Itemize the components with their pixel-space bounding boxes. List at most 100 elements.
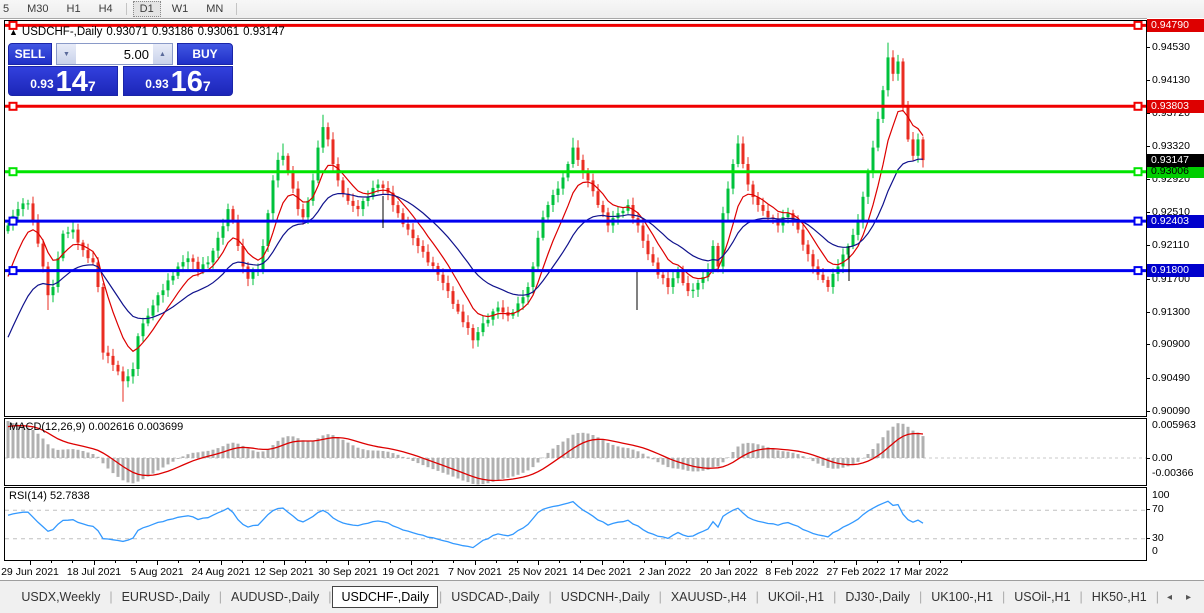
date-label: 7 Nov 2021	[448, 566, 502, 578]
volume-input[interactable]	[76, 44, 153, 64]
timeframe-button-w1[interactable]: W1	[171, 3, 189, 15]
chart-tab-audusd-[interactable]: AUDUSD-,Daily	[231, 590, 320, 604]
date-minor-tick	[707, 561, 708, 563]
date-label: 14 Dec 2021	[572, 566, 632, 578]
date-minor-tick	[580, 561, 581, 563]
sell-button[interactable]: SELL	[8, 43, 52, 65]
price-tick-mark	[1147, 47, 1150, 48]
date-tick-mark	[30, 561, 31, 565]
macd-panel[interactable]	[4, 418, 1147, 486]
date-tick-mark	[284, 561, 285, 565]
date-minor-tick	[432, 561, 433, 563]
price-tick-label: 0.92110	[1152, 239, 1190, 251]
chart-tab-dj30-[interactable]: DJ30-,Daily	[845, 590, 910, 604]
date-label: 25 Nov 2021	[508, 566, 568, 578]
date-label: 18 Jul 2021	[66, 566, 122, 578]
tab-scroll-right-icon[interactable]: ▸	[1185, 591, 1191, 603]
level-price-badge: 0.93803	[1147, 100, 1204, 113]
volume-decrease-button[interactable]: ▼	[57, 44, 76, 64]
rsi-panel[interactable]	[4, 487, 1147, 561]
sell-price-button[interactable]: 0.93 14 7	[8, 66, 118, 97]
date-minor-tick	[834, 561, 835, 563]
collapse-triangle-icon[interactable]: ▲	[9, 27, 18, 37]
date-tick-mark	[221, 561, 222, 565]
date-minor-tick	[517, 561, 518, 563]
timeframe-button-m30[interactable]: M30	[27, 3, 49, 15]
rsi-axis-0: 0	[1152, 545, 1158, 557]
timeframe-button-h4[interactable]: H4	[98, 3, 113, 15]
date-tick-mark	[538, 561, 539, 565]
level-price-badge: 0.94790	[1147, 19, 1204, 32]
rsi-canvas[interactable]	[5, 488, 1146, 560]
date-minor-tick	[115, 561, 116, 563]
chart-symbol-label: USDCHF-,Daily	[21, 26, 103, 38]
toolbar-separator	[236, 3, 238, 15]
timeframe-toolbar: 5 M30 H1 H4 D1 W1 MN	[0, 0, 1204, 19]
date-minor-tick	[51, 561, 52, 563]
date-tick-mark	[602, 561, 603, 565]
tab-separator: |	[1002, 590, 1006, 604]
date-tick-mark	[729, 561, 730, 565]
chart-tab-usdcad-[interactable]: USDCAD-,Daily	[451, 590, 540, 604]
chart-tab-hk50-[interactable]: HK50-,H1	[1091, 590, 1147, 604]
price-tick-mark	[1147, 279, 1150, 280]
price-tick-mark	[1147, 146, 1150, 147]
date-tick-mark	[665, 561, 666, 565]
tab-separator: |	[833, 590, 837, 604]
price-tick-mark	[1147, 113, 1150, 114]
date-tick-mark	[856, 561, 857, 565]
date-tick-mark	[157, 561, 158, 565]
volume-increase-button[interactable]: ▲	[153, 44, 172, 64]
date-minor-tick	[771, 561, 772, 563]
rsi-tick-mark	[1147, 538, 1150, 539]
chart-tab-usdx[interactable]: USDX,Weekly	[21, 590, 101, 604]
rsi-axis-70: 70	[1152, 503, 1164, 515]
tab-separator: |	[658, 590, 662, 604]
buy-price-button[interactable]: 0.93 16 7	[123, 66, 233, 97]
tab-scroll-left-icon[interactable]: ◂	[1166, 591, 1172, 603]
main-chart-canvas[interactable]	[5, 21, 1146, 416]
toolbar-separator	[125, 3, 127, 15]
price-tick-mark	[1147, 378, 1150, 379]
buy-button[interactable]: BUY	[177, 43, 233, 65]
sell-price-prefix: 0.93	[30, 77, 54, 91]
timeframe-button-h1[interactable]: H1	[66, 3, 81, 15]
current-price-badge: 0.93147	[1147, 154, 1204, 167]
tab-scroll-arrows: ◂ ▸	[1160, 590, 1198, 605]
sell-price-pip: 7	[87, 78, 96, 94]
date-axis[interactable]: 29 Jun 2021 18 Jul 2021 5 Aug 2021 24 Aug 2…	[1, 561, 1147, 580]
price-axis[interactable]: 0.94530 0.94130 0.93720 0.93320 0.92920 0.925…	[1147, 18, 1204, 580]
price-tick-mark	[1147, 179, 1150, 180]
macd-axis-bottom: -0.00366	[1152, 467, 1194, 479]
date-label: 24 Aug 2021	[191, 566, 251, 578]
date-minor-tick	[369, 561, 370, 563]
chart-tab-bar: USDX,Weekly | EURUSD-,Daily | AUDUSD-,Daily |…	[0, 580, 1204, 613]
level-price-badge: 0.93006	[1147, 165, 1204, 178]
tab-separator: |	[1079, 590, 1083, 604]
date-label: 30 Sep 2021	[318, 566, 378, 578]
timeframe-button-mn[interactable]: MN	[206, 3, 224, 15]
date-minor-tick	[242, 561, 243, 563]
buy-price-pip: 7	[202, 78, 211, 94]
date-minor-tick	[326, 561, 327, 563]
date-minor-tick	[390, 561, 391, 563]
volume-spinner: ▼ ▲	[56, 43, 173, 65]
chart-tab-usdcnh-[interactable]: USDCNH-,Daily	[560, 590, 650, 604]
chart-tab-usoil-[interactable]: USOil-,H1	[1014, 590, 1071, 604]
timeframe-button-5[interactable]: 5	[3, 3, 10, 15]
tab-separator: |	[328, 590, 332, 604]
macd-canvas[interactable]	[5, 419, 1146, 485]
chart-tab-eurusd-[interactable]: EURUSD-,Daily	[121, 590, 210, 604]
chart-tab-usdchf-[interactable]: USDCHF-,Daily	[332, 586, 438, 608]
rsi-tick-mark	[1147, 509, 1150, 510]
date-minor-tick	[686, 561, 687, 563]
date-tick-mark	[348, 561, 349, 565]
price-tick-label: 0.94530	[1152, 41, 1190, 53]
chart-tab-ukoil-[interactable]: UKOil-,H1	[767, 590, 825, 604]
timeframe-button-d1[interactable]: D1	[132, 1, 161, 17]
price-tick-label: 0.90090	[1152, 405, 1190, 417]
price-tick-mark	[1147, 80, 1150, 81]
chart-tab-uk100-[interactable]: UK100-,H1	[931, 590, 994, 604]
chart-tab-xauusd-[interactable]: XAUUSD-,H4	[670, 590, 747, 604]
